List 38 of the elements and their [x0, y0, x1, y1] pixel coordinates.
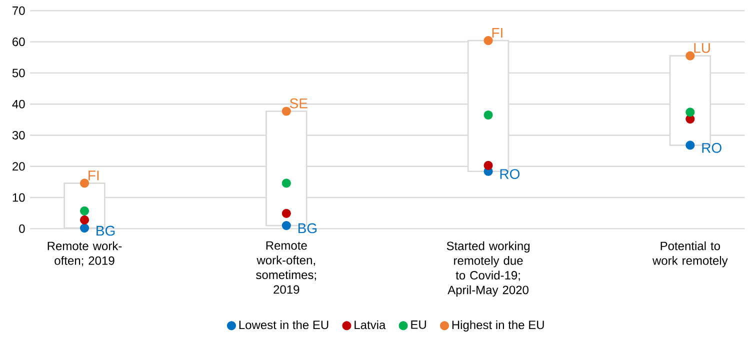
point: [282, 106, 291, 116]
point: [686, 51, 695, 60]
y-tick-label: 10: [12, 193, 25, 202]
legend-label: EU: [411, 320, 426, 329]
x-tick-label: Started working remotely due to Covid-19; April-May 2020: [446, 241, 530, 297]
legend-label: Latvia: [354, 320, 386, 330]
x-tick-label: Remote work-often; 2019: [48, 241, 122, 266]
y-tick-label: 40: [12, 100, 25, 108]
point: [686, 108, 695, 117]
point: [80, 215, 90, 224]
point: [282, 208, 291, 218]
y-tick-label: 20: [12, 162, 25, 171]
point: [80, 206, 90, 216]
annotation: BG: [96, 226, 115, 236]
point: [686, 140, 695, 150]
annotation: LU: [694, 43, 710, 53]
annotation: SE: [290, 98, 308, 108]
y-tick-label: 60: [12, 38, 25, 46]
point: [80, 178, 90, 188]
annotation: RO: [702, 142, 722, 153]
y-tick-label: 30: [12, 130, 25, 140]
point: [484, 110, 493, 120]
annotation: FI: [88, 170, 99, 180]
legend-label: Lowest in the EU: [239, 320, 328, 330]
y-tick-label: 50: [12, 68, 25, 78]
annotation: FI: [492, 28, 502, 38]
x-tick-label: Remote work-often, sometimes; 2019: [256, 241, 316, 294]
point: [282, 221, 291, 230]
annotation: BG: [298, 223, 316, 234]
legend-label: Highest in the EU: [452, 320, 544, 332]
y-tick-label: 0: [19, 224, 25, 233]
y-tick-label: 70: [12, 6, 25, 15]
point: [282, 178, 291, 188]
point: [484, 36, 493, 46]
point: [80, 224, 90, 233]
x-tick-label: Potential to work remotely: [652, 241, 728, 268]
point: [484, 160, 493, 170]
annotation: RO: [500, 169, 520, 179]
